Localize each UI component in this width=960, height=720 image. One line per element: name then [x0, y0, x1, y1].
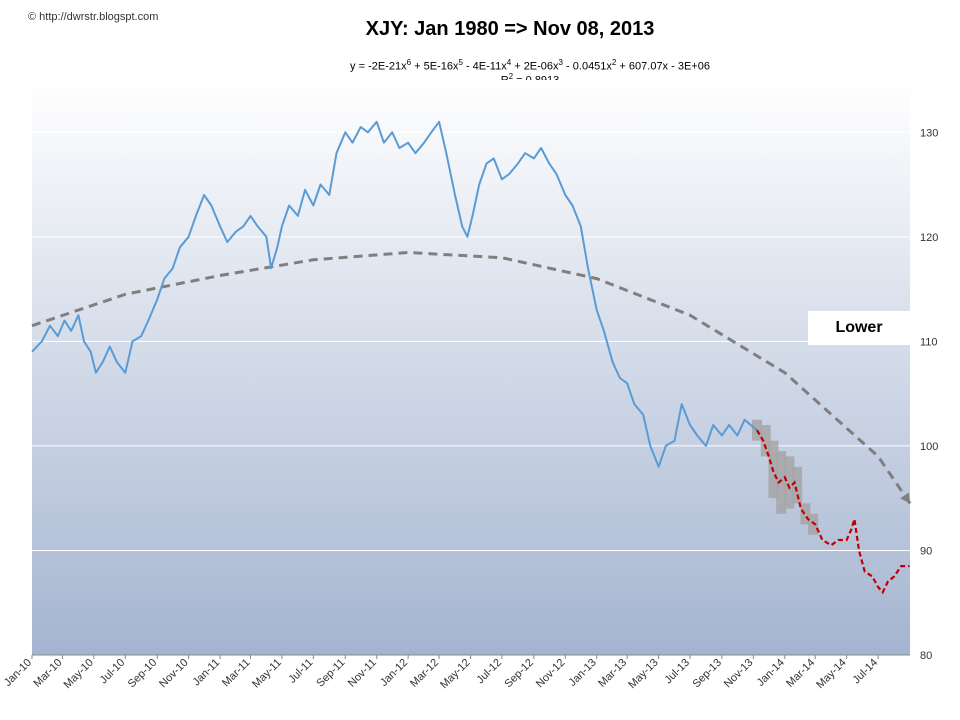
x-tick-label: Sep-12 [502, 657, 536, 691]
forecast-line [756, 429, 910, 595]
x-tick-label: Jul-11 [286, 657, 315, 686]
x-tick-label: Jan-14 [755, 657, 787, 689]
x-tick-label: Nov-11 [346, 657, 379, 690]
x-tick-label: Jul-14 [850, 657, 880, 687]
x-tick-label: Mar-13 [596, 657, 629, 690]
x-tick-label: Jan-12 [378, 657, 410, 689]
x-tick-label: Mar-14 [784, 657, 817, 690]
x-tick-label: Jul-13 [662, 657, 692, 687]
x-tick-label: Sep-13 [690, 657, 724, 691]
trendline-equation: y = -2E-21x6 + 5E-16x5 - 4E-11x4 + 2E-06… [350, 58, 710, 73]
y-tick-label: 120 [920, 232, 938, 244]
plot-area [32, 80, 910, 655]
x-tick-label: Sep-10 [126, 657, 160, 691]
x-tick-label: May-13 [626, 657, 660, 691]
trend-arrowhead [900, 492, 910, 504]
x-tick-label: Sep-11 [314, 657, 347, 690]
x-tick-label: Nov-13 [722, 657, 756, 691]
y-tick-label: 100 [920, 441, 938, 453]
annotation-lower: Lower [808, 311, 910, 345]
y-tick-label: 80 [920, 650, 932, 662]
credit-text: © http://dwrstr.blogspt.com [28, 11, 159, 23]
forecast-band [751, 419, 819, 535]
y-axis: 80 90 100 110 120 130 [920, 127, 938, 662]
x-tick-label: Nov-12 [534, 657, 568, 691]
x-tick-label: Jul-12 [474, 657, 504, 687]
y-tick-label: 130 [920, 127, 938, 139]
actual-price-line [31, 120, 758, 468]
y-tick-label: 110 [920, 336, 938, 348]
x-tick-label: Jan-11 [190, 657, 222, 689]
x-tick-label: May-12 [438, 657, 472, 691]
x-tick-label: May-11 [250, 657, 284, 691]
x-tick-label: Jan-13 [567, 657, 599, 689]
price-lines [31, 120, 910, 595]
x-tick-label: May-10 [62, 657, 96, 691]
x-tick-label: Mar-12 [408, 657, 441, 690]
y-tick-label: 90 [920, 545, 932, 557]
x-tick-label: Mar-11 [220, 657, 253, 690]
chart-title: XJY: Jan 1980 => Nov 08, 2013 [365, 18, 655, 40]
polynomial-trend-line [31, 250, 912, 505]
x-tick-label: Nov-10 [157, 657, 191, 691]
x-tick-label: Jul-10 [98, 657, 128, 687]
x-tick-label: Mar-10 [31, 657, 64, 690]
x-tick-label: Jan-10 [2, 657, 34, 689]
trend-line [31, 250, 912, 505]
x-tick-label: May-14 [814, 657, 848, 691]
